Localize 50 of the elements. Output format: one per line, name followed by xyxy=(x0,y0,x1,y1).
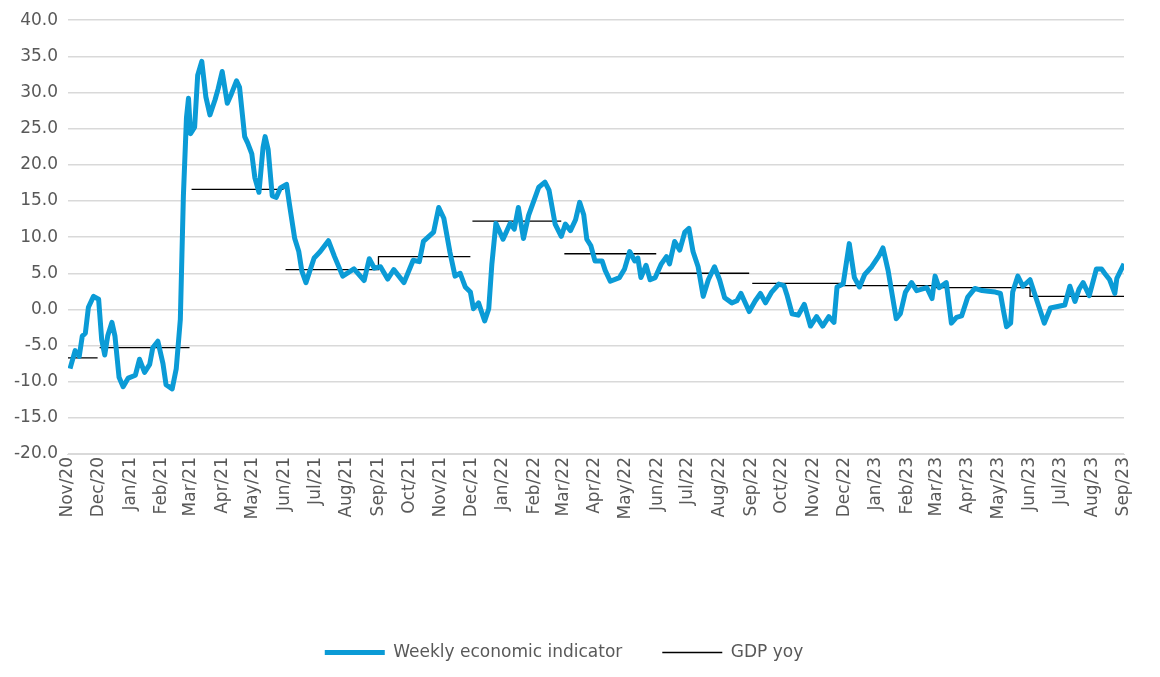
y-tick-label: 30.0 xyxy=(20,80,58,101)
x-tick-label: Mar/22 xyxy=(551,457,572,517)
x-tick-label: Aug/21 xyxy=(335,457,356,518)
x-tick-label: Mar/21 xyxy=(178,457,199,517)
y-tick-label: 20.0 xyxy=(20,153,58,174)
y-tick-label: -15.0 xyxy=(13,406,58,427)
x-tick-label: Sep/22 xyxy=(739,457,760,517)
y-tick-label: 15.0 xyxy=(20,189,58,210)
x-tick-label: May/21 xyxy=(241,457,262,520)
x-tick-label: Apr/22 xyxy=(583,457,604,514)
x-tick-label: Jan/22 xyxy=(491,457,512,512)
x-tick-label: Nov/22 xyxy=(801,457,822,518)
y-tick-label: 40.0 xyxy=(20,8,58,29)
x-tick-label: Jul/21 xyxy=(303,457,324,506)
y-tick-label: -20.0 xyxy=(13,442,58,463)
x-tick-label: Jan/21 xyxy=(118,457,139,512)
x-tick-label: Jun/23 xyxy=(1018,457,1039,512)
x-tick-label: Nov/20 xyxy=(56,457,77,518)
x-tick-label: Sep/23 xyxy=(1112,457,1133,517)
x-tick-label: Feb/22 xyxy=(523,457,544,515)
x-tick-label: Aug/22 xyxy=(707,457,728,518)
x-tick-label: Mar/23 xyxy=(924,457,945,517)
x-tick-label: Jun/21 xyxy=(272,457,293,512)
x-tick-label: Oct/21 xyxy=(397,457,418,514)
x-tick-label: Feb/23 xyxy=(895,457,916,515)
x-tick-label: Jul/22 xyxy=(676,457,697,506)
y-tick-label: 10.0 xyxy=(20,225,58,246)
x-tick-label: Dec/20 xyxy=(87,457,108,518)
y-tick-label: 5.0 xyxy=(30,261,58,282)
x-tick-label: Oct/22 xyxy=(770,457,791,514)
x-tick-label: Apr/23 xyxy=(956,457,977,514)
x-tick-label: Jun/22 xyxy=(645,457,666,512)
x-tick-label: Nov/21 xyxy=(429,457,450,518)
x-tick-label: Jul/23 xyxy=(1049,457,1070,506)
y-tick-label: 35.0 xyxy=(20,44,58,65)
y-tick-label: -5.0 xyxy=(24,333,58,354)
x-tick-label: Jan/23 xyxy=(864,457,885,512)
x-tick-label: Dec/21 xyxy=(459,457,480,518)
y-tick-label: 25.0 xyxy=(20,117,58,138)
legend-label: Weekly economic indicator xyxy=(393,640,623,661)
x-tick-label: Apr/21 xyxy=(210,457,231,514)
x-tick-label: May/22 xyxy=(614,457,635,520)
x-tick-label: Dec/22 xyxy=(832,457,853,518)
y-tick-label: -10.0 xyxy=(13,370,58,391)
legend-label: GDP yoy xyxy=(730,640,804,661)
y-tick-label: 0.0 xyxy=(30,297,58,318)
x-tick-label: Aug/23 xyxy=(1080,457,1101,518)
x-tick-label: May/23 xyxy=(986,457,1007,520)
x-tick-label: Feb/21 xyxy=(150,457,171,515)
x-tick-label: Sep/21 xyxy=(366,457,387,517)
